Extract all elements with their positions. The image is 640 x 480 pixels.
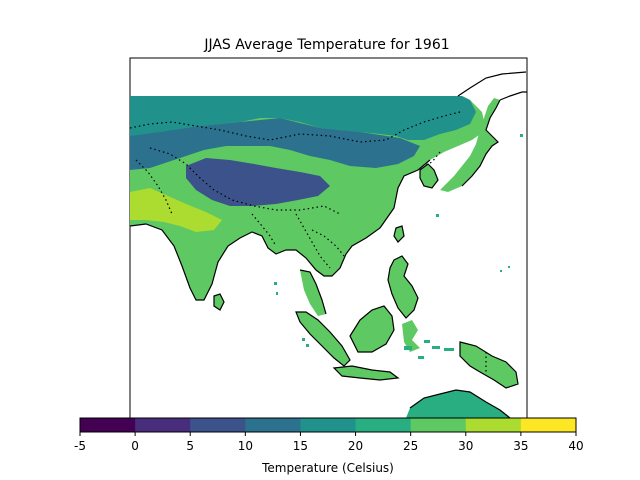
australia — [406, 390, 510, 418]
colorbar-tick-label: 0 — [131, 439, 139, 453]
colorbar-swatch — [80, 418, 136, 432]
colorbar-tick-label: 5 — [186, 439, 194, 453]
colorbar-tick-label: 30 — [458, 439, 473, 453]
colorbar-swatch — [410, 418, 467, 432]
colorbar-tick-label: 20 — [348, 439, 363, 453]
new-guinea — [460, 342, 518, 388]
northern-cool-zone — [130, 96, 476, 140]
colorbar: -5 0 5 10 15 20 25 30 35 40 Temperature (Celsius) — [74, 417, 584, 475]
colorbar-tick-label: 10 — [238, 439, 253, 453]
colorbar-tick-label: 15 — [293, 439, 308, 453]
colorbar-tick-label: 40 — [568, 439, 583, 453]
coastlines — [129, 71, 527, 419]
small-islands — [274, 134, 523, 359]
colorbar-swatch — [190, 418, 246, 432]
colorbar-tick-label: -5 — [74, 439, 86, 453]
map-title: JJAS Average Temperature for 1961 — [203, 37, 449, 53]
colorbar-swatch — [300, 418, 357, 432]
colorbar-swatch — [520, 418, 577, 432]
colorbar-frame — [79, 417, 577, 433]
philippines — [388, 256, 418, 318]
map-area — [129, 57, 528, 419]
mild-zone — [130, 118, 420, 170]
japan — [440, 98, 500, 192]
colorbar-swatch — [245, 418, 301, 432]
colorbar-tick-label: 25 — [403, 439, 418, 453]
borneo — [350, 306, 394, 352]
malay-peninsula — [300, 270, 326, 316]
colorbar-swatch — [135, 418, 191, 432]
colorbar-swatch — [465, 418, 522, 432]
country-borders — [129, 111, 487, 372]
indian-plains — [130, 188, 222, 232]
sulawesi — [402, 320, 420, 352]
colorbar-label: Temperature (Celsius) — [261, 461, 394, 475]
colorbar-ticks: -5 0 5 10 15 20 25 30 35 40 — [74, 432, 584, 453]
colorbar-tick-label: 35 — [513, 439, 528, 453]
temperature-field — [130, 96, 486, 300]
sumatra — [296, 312, 350, 366]
colorbar-swatch — [355, 418, 412, 432]
colorbar-swatches — [80, 418, 577, 432]
